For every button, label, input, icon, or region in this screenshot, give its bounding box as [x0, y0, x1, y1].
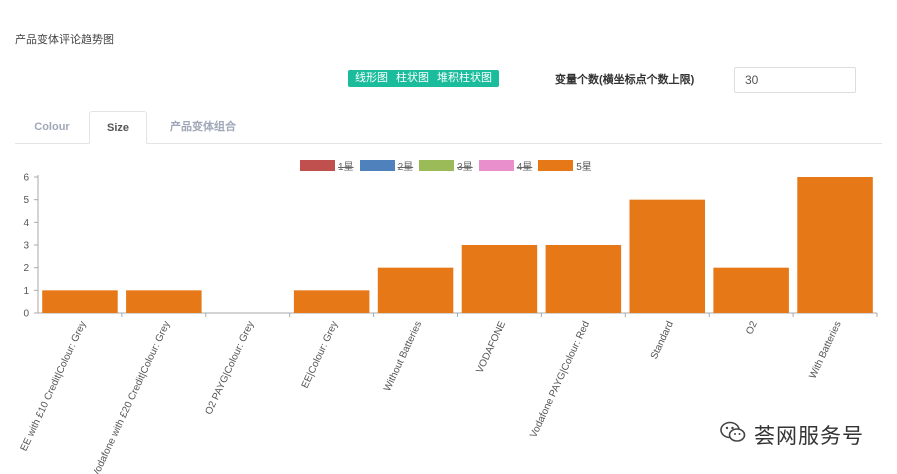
- bar-chart-button[interactable]: 柱状图: [396, 72, 429, 84]
- legend-label: 1星: [338, 162, 354, 173]
- y-tick-label: 3: [23, 241, 29, 252]
- y-tick-label: 2: [23, 263, 29, 274]
- bar: [293, 290, 370, 313]
- legend-label: 2星: [397, 162, 414, 173]
- legend-item[interactable]: 4星: [478, 158, 533, 173]
- bar: [797, 177, 873, 313]
- variable-limit-label: 变量个数(横坐标点个数上限): [555, 74, 695, 86]
- x-tick-label: EE|Colour: Grey: [300, 320, 341, 390]
- x-tick-label: O2 PAYG|Colour: Grey: [204, 320, 257, 417]
- x-tick-label: EE with £10 Credit|Colour: Grey: [19, 320, 89, 453]
- watermark: 荟网服务号: [720, 420, 864, 450]
- legend-item[interactable]: 2星: [359, 158, 414, 173]
- tab-colour[interactable]: Colour: [34, 121, 70, 133]
- x-tick-label: Standard: [649, 320, 676, 361]
- chart-type-selector: 线形图 柱状图 堆积柱状图: [348, 70, 499, 87]
- tab-size[interactable]: Size: [89, 111, 147, 144]
- bar: [42, 290, 118, 313]
- y-tick-label: 5: [23, 195, 29, 206]
- legend-swatch: [419, 160, 455, 171]
- stacked-bar-chart-button[interactable]: 堆积柱状图: [437, 72, 492, 84]
- y-tick-label: 1: [23, 286, 29, 297]
- variant-tabs: Colour Size 产品变体组合: [15, 111, 882, 144]
- legend-swatch: [478, 160, 514, 171]
- legend-label: 4星: [516, 162, 533, 173]
- y-tick-label: 6: [23, 173, 29, 184]
- legend-swatch: [538, 160, 574, 171]
- page-title: 产品变体评论趋势图: [15, 34, 114, 46]
- legend-label: 3星: [457, 162, 473, 173]
- chart-legend: 1星 2星 3星 4星 5星: [300, 158, 598, 173]
- x-tick-label: Vodafone PAYG|Colour: Red: [528, 320, 592, 440]
- bar: [377, 267, 454, 313]
- x-tick-label: VODAFONE: [474, 319, 508, 375]
- x-tick-label: O2: [744, 319, 760, 336]
- bar: [629, 199, 706, 313]
- x-tick-label: With Batteries: [807, 320, 843, 381]
- legend-swatch: [359, 160, 395, 171]
- y-tick-label: 4: [23, 218, 29, 229]
- bar: [545, 245, 622, 313]
- legend-item[interactable]: 1星: [300, 158, 354, 173]
- x-tick-label: Without Batteries: [382, 320, 424, 394]
- legend-item[interactable]: 3星: [419, 158, 473, 173]
- variable-limit-input[interactable]: [734, 67, 856, 93]
- legend-label: 5星: [576, 162, 592, 173]
- tab-variant-combination[interactable]: 产品变体组合: [170, 121, 236, 133]
- wechat-icon: [720, 421, 746, 449]
- bar: [461, 245, 538, 313]
- bar: [126, 290, 202, 313]
- watermark-text: 荟网服务号: [754, 425, 864, 448]
- line-chart-button[interactable]: 线形图: [355, 72, 388, 84]
- x-tick-label: Vodafone with £20 Credit|Colour: Grey: [90, 320, 172, 474]
- legend-swatch: [300, 160, 335, 171]
- bar: [713, 267, 789, 313]
- legend-item[interactable]: 5星: [538, 158, 592, 173]
- y-tick-label: 0: [23, 309, 29, 320]
